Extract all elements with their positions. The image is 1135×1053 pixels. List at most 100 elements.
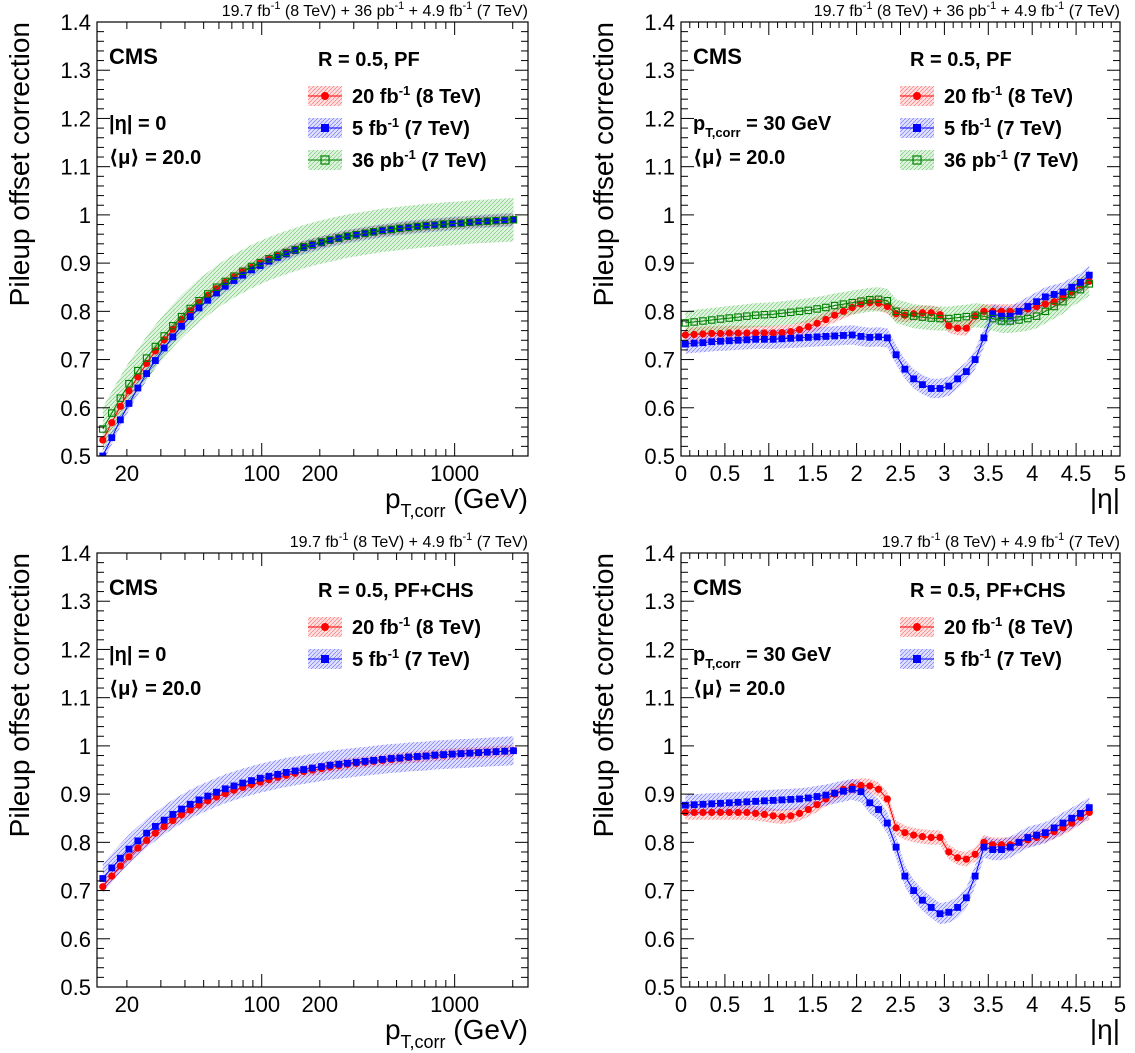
algorithm-label: R = 0.5, PF+CHS	[910, 580, 1066, 602]
x-tick-label: 200	[301, 992, 338, 1017]
data-point-red	[804, 323, 812, 331]
data-point-green	[108, 409, 116, 417]
x-tick-label: 4.5	[1061, 461, 1092, 486]
y-axis-title: Pileup offset correction	[588, 553, 619, 837]
data-point-blue	[256, 774, 264, 782]
plot-area	[99, 736, 518, 893]
legend-entry-blue: 5 fb-1 (7 TeV)	[308, 115, 470, 140]
data-point-red	[769, 329, 777, 337]
y-tick-label: 1.3	[60, 589, 91, 614]
data-point-red	[681, 808, 689, 817]
data-point-blue	[1068, 283, 1076, 291]
x-tick-label: 0.5	[710, 992, 741, 1017]
y-tick-label: 0.6	[60, 927, 91, 952]
data-point-green	[1050, 302, 1058, 311]
x-tick-label: 0	[675, 461, 687, 486]
data-point-red	[743, 329, 751, 337]
data-point-green	[804, 306, 813, 315]
data-point-blue	[848, 331, 856, 339]
data-point-green	[857, 297, 865, 305]
x-axis-title: |η|	[1090, 483, 1120, 514]
data-point-red	[760, 810, 769, 818]
data-point-blue	[734, 798, 742, 806]
data-point-red	[186, 307, 194, 315]
y-axis-title: Pileup offset correction	[4, 553, 35, 837]
data-point-green	[699, 317, 707, 325]
data-point-green	[221, 277, 229, 286]
x-axis-title: pT,corr (GeV)	[385, 1014, 528, 1052]
data-point-blue	[239, 271, 247, 279]
data-point-blue	[1024, 834, 1032, 841]
data-point-red	[699, 808, 707, 817]
data-point-blue	[699, 339, 707, 347]
y-tick-label: 1.4	[644, 10, 675, 35]
data-point-blue	[778, 335, 786, 343]
legend-marker	[321, 92, 329, 100]
data-point-blue	[239, 779, 247, 787]
data-point-green	[422, 221, 430, 230]
data-point-green	[839, 300, 848, 308]
region-label: pT,corr = 30 GeV	[693, 113, 832, 140]
data-point-green	[99, 425, 107, 433]
data-point-blue	[378, 755, 386, 763]
cms-label: CMS	[109, 575, 158, 600]
data-point-blue	[169, 810, 177, 818]
data-point-blue	[778, 796, 786, 804]
data-point-blue	[796, 795, 803, 803]
data-point-blue	[822, 791, 830, 799]
data-point-blue	[1077, 810, 1084, 817]
data-point-blue	[230, 277, 238, 284]
data-point-green	[1024, 314, 1032, 323]
data-point-blue	[204, 296, 212, 304]
data-point-blue	[361, 757, 369, 765]
data-point-green	[238, 267, 247, 276]
y-tick-label: 0.8	[644, 830, 675, 855]
data-point-blue	[501, 747, 509, 755]
data-point-green	[1085, 280, 1094, 288]
data-point-blue	[213, 289, 220, 297]
x-tick-label: 3	[938, 992, 950, 1017]
data-point-blue	[866, 799, 874, 807]
data-point-blue	[143, 370, 150, 377]
data-point-green	[369, 228, 378, 236]
data-point-blue	[274, 770, 282, 778]
data-point-green	[1059, 297, 1067, 306]
data-point-blue	[936, 910, 944, 918]
algorithm-label: R = 0.5, PF	[318, 49, 420, 71]
data-point-green	[927, 314, 935, 322]
data-point-green	[160, 332, 168, 340]
data-point-red	[892, 824, 900, 832]
data-point-green	[786, 308, 795, 317]
uncertainty-band-blue	[685, 265, 1090, 399]
data-point-blue	[178, 805, 185, 813]
lumi-label: 19.7 fb-1 (8 TeV) + 36 pb-1​ + 4.9 fb-1​…	[814, 0, 1120, 20]
y-tick-label: 1	[79, 734, 91, 759]
data-point-blue	[204, 792, 212, 800]
data-point-green	[509, 215, 518, 224]
data-point-green	[936, 314, 944, 323]
data-point-green	[1067, 290, 1076, 299]
data-point-blue	[743, 336, 751, 344]
data-point-green	[892, 307, 900, 316]
data-point-red	[971, 850, 979, 858]
data-point-green	[997, 317, 1006, 325]
data-point-red	[901, 829, 909, 837]
data-point-red	[839, 307, 848, 315]
data-point-red	[953, 854, 962, 862]
data-point-blue	[221, 282, 229, 290]
data-point-blue	[752, 335, 760, 343]
data-point-blue	[143, 829, 150, 837]
data-point-blue	[699, 800, 707, 808]
data-point-blue	[282, 250, 290, 258]
uncertainty-band-blue	[102, 736, 514, 893]
data-point-blue	[717, 337, 724, 345]
data-point-blue	[927, 904, 935, 911]
data-point-blue	[910, 887, 918, 894]
data-point-blue	[910, 375, 918, 383]
data-point-blue	[725, 337, 733, 345]
x-tick-label: 1000	[430, 992, 479, 1017]
data-point-red	[734, 329, 742, 337]
data-point-red	[125, 387, 133, 395]
data-point-blue	[761, 797, 768, 805]
data-point-green	[1006, 317, 1014, 325]
